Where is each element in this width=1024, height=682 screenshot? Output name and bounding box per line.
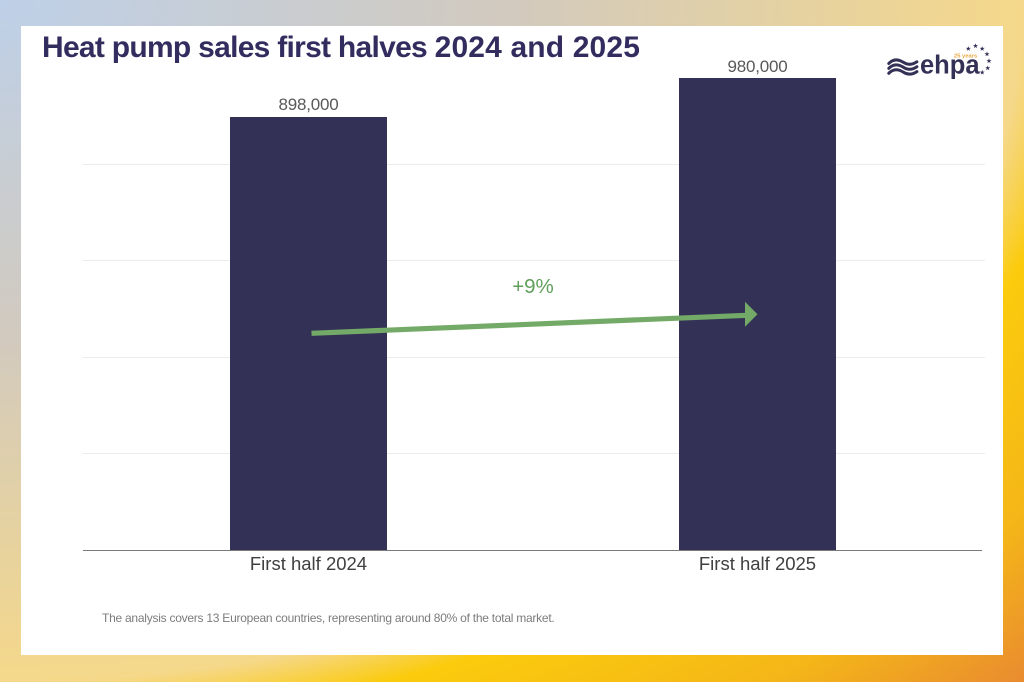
svg-text:ehpa: ehpa bbox=[920, 52, 980, 80]
svg-text:25 years: 25 years bbox=[954, 54, 977, 60]
